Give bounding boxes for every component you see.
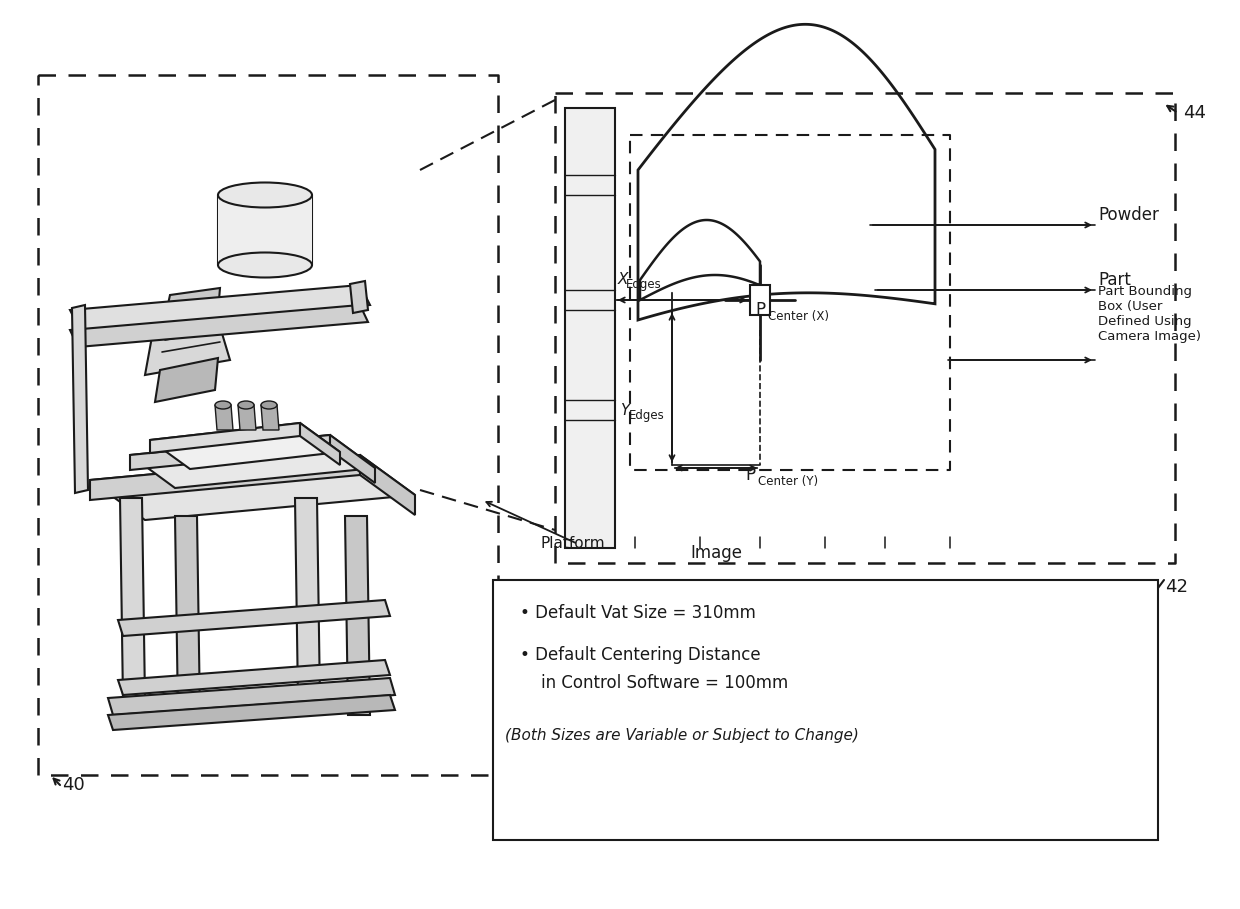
Polygon shape: [238, 405, 255, 430]
Polygon shape: [130, 435, 374, 488]
Bar: [565, 108, 615, 548]
Text: 42: 42: [1166, 578, 1188, 596]
Polygon shape: [175, 516, 200, 715]
Polygon shape: [118, 660, 391, 695]
Text: Powder: Powder: [1097, 206, 1159, 224]
Polygon shape: [108, 695, 396, 730]
Text: Center (X): Center (X): [768, 310, 830, 323]
Text: Part: Part: [1097, 271, 1131, 289]
Text: Edges: Edges: [626, 278, 662, 291]
Text: Edges: Edges: [629, 409, 665, 422]
Text: P: P: [745, 466, 755, 484]
Polygon shape: [145, 310, 229, 375]
Ellipse shape: [260, 401, 277, 409]
Polygon shape: [91, 455, 415, 520]
Polygon shape: [218, 195, 312, 265]
Bar: [750, 285, 770, 315]
Text: Center (Y): Center (Y): [758, 475, 818, 488]
Polygon shape: [330, 435, 374, 483]
Polygon shape: [69, 305, 368, 347]
Text: 44: 44: [1183, 104, 1207, 122]
Polygon shape: [360, 455, 415, 515]
Polygon shape: [260, 405, 279, 430]
Text: • Default Centering Distance: • Default Centering Distance: [520, 646, 760, 664]
Text: (Both Sizes are Variable or Subject to Change): (Both Sizes are Variable or Subject to C…: [505, 728, 859, 743]
Ellipse shape: [218, 253, 312, 277]
Polygon shape: [91, 455, 360, 500]
Polygon shape: [345, 516, 370, 715]
Text: Image: Image: [689, 544, 742, 562]
Ellipse shape: [218, 183, 312, 207]
Polygon shape: [300, 423, 340, 465]
Polygon shape: [120, 498, 145, 700]
Text: Y: Y: [620, 403, 630, 418]
Bar: [494, 580, 1158, 840]
Polygon shape: [295, 498, 320, 700]
Polygon shape: [215, 405, 233, 430]
Ellipse shape: [238, 401, 254, 409]
Polygon shape: [350, 281, 368, 313]
Text: 40: 40: [62, 776, 84, 794]
Polygon shape: [69, 285, 370, 330]
Text: P: P: [755, 301, 765, 319]
Text: X: X: [618, 272, 629, 287]
Polygon shape: [72, 305, 88, 493]
Polygon shape: [118, 600, 391, 636]
Polygon shape: [155, 358, 218, 402]
Polygon shape: [165, 288, 219, 318]
Polygon shape: [150, 423, 300, 453]
Polygon shape: [108, 678, 396, 715]
Text: in Control Software = 100mm: in Control Software = 100mm: [520, 674, 789, 692]
Ellipse shape: [215, 401, 231, 409]
Polygon shape: [150, 423, 340, 469]
Polygon shape: [130, 435, 330, 470]
Text: • Default Vat Size = 310mm: • Default Vat Size = 310mm: [520, 604, 756, 622]
Text: Platform: Platform: [539, 536, 605, 551]
Text: Part Bounding
Box (User
Defined Using
Camera Image): Part Bounding Box (User Defined Using Ca…: [1097, 285, 1202, 343]
